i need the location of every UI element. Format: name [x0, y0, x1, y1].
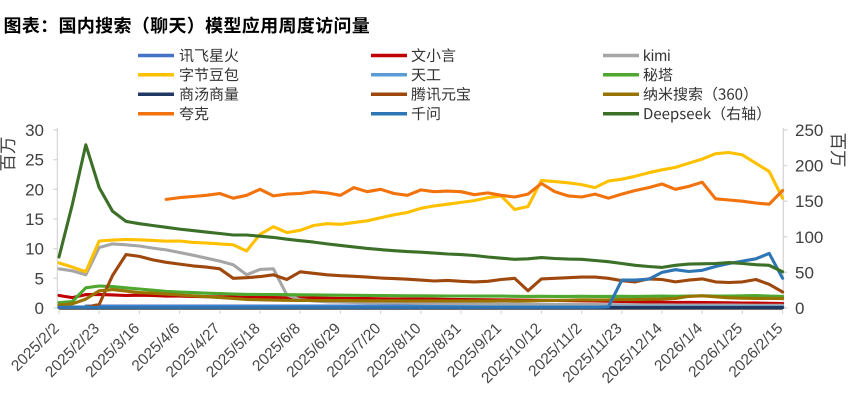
svg-text:250: 250: [795, 121, 823, 140]
svg-text:kimi: kimi: [643, 48, 671, 65]
svg-text:50: 50: [795, 263, 814, 282]
svg-text:200: 200: [795, 157, 823, 176]
svg-text:20: 20: [25, 180, 44, 199]
svg-text:30: 30: [25, 121, 44, 140]
svg-text:150: 150: [795, 192, 823, 211]
svg-text:0: 0: [795, 299, 804, 318]
svg-text:100: 100: [795, 228, 823, 247]
svg-text:0: 0: [35, 299, 44, 318]
svg-text:10: 10: [25, 240, 44, 259]
svg-text:25: 25: [25, 151, 44, 170]
svg-text:5: 5: [35, 269, 44, 288]
svg-text:15: 15: [25, 210, 44, 229]
